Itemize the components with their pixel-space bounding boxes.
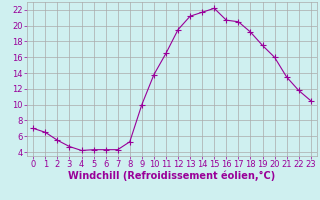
X-axis label: Windchill (Refroidissement éolien,°C): Windchill (Refroidissement éolien,°C) [68, 171, 276, 181]
